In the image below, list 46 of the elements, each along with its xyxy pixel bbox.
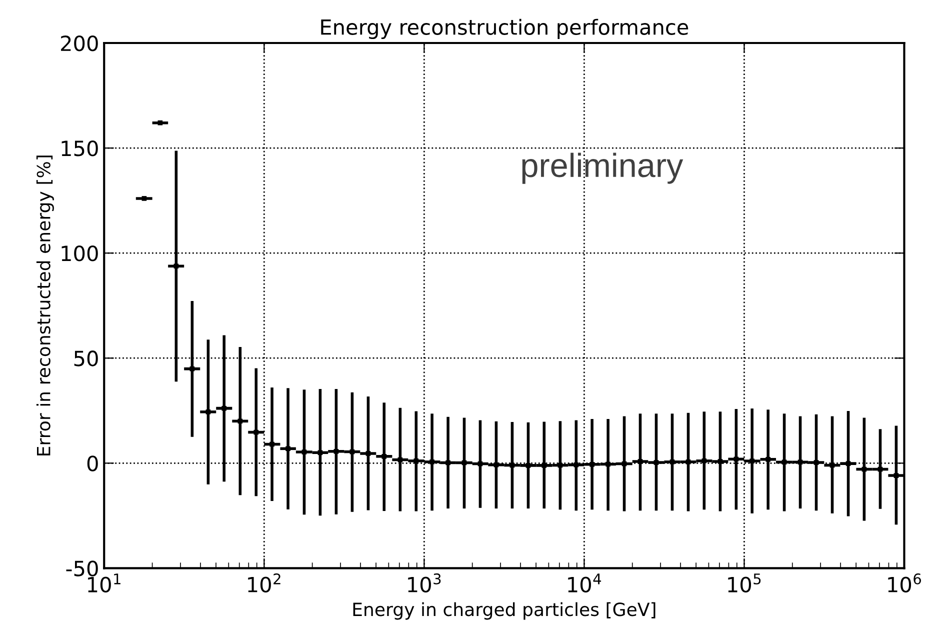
point <box>222 406 226 411</box>
chart-title: Energy reconstruction performance <box>321 18 688 40</box>
point <box>318 450 323 456</box>
point <box>430 459 434 464</box>
point <box>686 459 691 464</box>
point <box>782 460 787 464</box>
point <box>846 461 851 466</box>
point <box>206 409 211 414</box>
point <box>894 473 899 478</box>
annotation: preliminary <box>522 152 684 184</box>
y-tick-label: 0 <box>87 456 98 472</box>
x-tick-label: 10$^{2}$ <box>248 573 280 592</box>
point <box>638 459 643 464</box>
x-tick-label: 10$^{3}$ <box>408 573 441 592</box>
point <box>446 460 450 466</box>
y-tick-label: 150 <box>62 140 98 156</box>
point <box>302 450 307 454</box>
point <box>750 458 754 464</box>
point <box>414 458 419 464</box>
y-tick-label: 200 <box>61 35 98 52</box>
point <box>174 264 179 269</box>
point <box>814 460 819 465</box>
y-axis-title: Error in reconstructed energy [%] <box>36 156 54 456</box>
point <box>766 456 770 462</box>
point <box>670 459 675 464</box>
x-axis-title: Energy in charged particles [GeV] <box>353 602 656 620</box>
point <box>718 459 723 464</box>
point <box>334 448 339 454</box>
point <box>590 462 594 467</box>
point <box>238 418 243 424</box>
x-tick-label: 10$^{6}$ <box>888 573 921 592</box>
point <box>542 463 547 468</box>
point <box>286 446 290 452</box>
x-tick-label: 10$^{4}$ <box>568 574 602 592</box>
point <box>366 451 371 456</box>
point <box>734 456 739 462</box>
point <box>606 462 610 467</box>
y-tick-label: 100 <box>62 246 98 262</box>
x-tick-label: 10$^{5}$ <box>728 574 761 592</box>
point <box>270 442 274 447</box>
y-tick-label: 50 <box>74 350 98 366</box>
point <box>798 460 803 464</box>
point <box>382 454 387 459</box>
point <box>526 463 531 468</box>
point <box>254 430 259 435</box>
point <box>654 460 659 465</box>
